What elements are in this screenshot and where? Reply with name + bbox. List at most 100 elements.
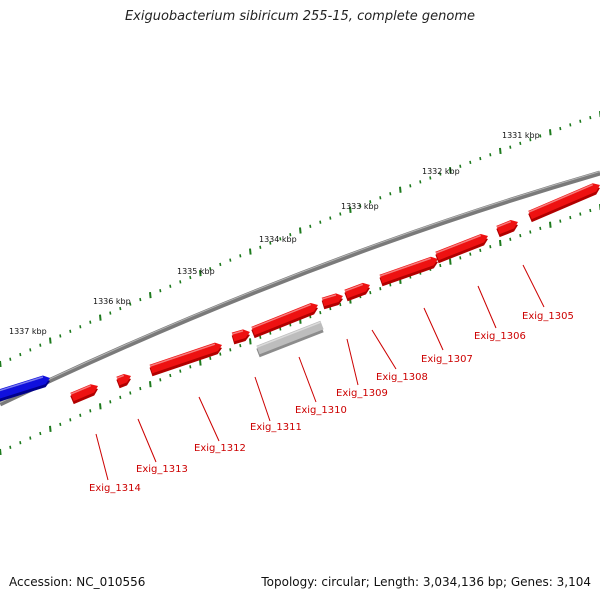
outer-scale-tick bbox=[89, 320, 92, 324]
inner-scale-tick bbox=[569, 215, 572, 220]
outer-scale-tick bbox=[559, 126, 562, 131]
outer-scale-tick bbox=[239, 254, 242, 258]
outer-scale-tick bbox=[459, 164, 462, 168]
outer-scale-tick bbox=[279, 237, 282, 241]
outer-scale-tick bbox=[359, 204, 362, 208]
gene-leader-line bbox=[346, 338, 359, 386]
gene-highlighted-gloss bbox=[256, 321, 321, 349]
gene-blue[interactable] bbox=[0, 375, 50, 400]
inner-scale-tick bbox=[199, 359, 202, 366]
inner-scale-tick bbox=[579, 212, 582, 216]
gene-leader-line bbox=[477, 285, 497, 329]
gene-leader-line bbox=[137, 418, 157, 463]
gene-block[interactable] bbox=[379, 256, 438, 284]
gene-block[interactable] bbox=[70, 384, 98, 402]
outer-scale-tick bbox=[29, 348, 32, 352]
gene-label[interactable]: Exig_1308 bbox=[376, 372, 428, 383]
kbp-label: 1337 kbp bbox=[9, 327, 47, 336]
outer-scale-tick bbox=[19, 352, 22, 357]
outer-scale-tick bbox=[439, 172, 442, 176]
outer-scale-tick bbox=[0, 360, 2, 368]
inner-scale-tick bbox=[109, 400, 112, 404]
outer-scale-tick bbox=[369, 200, 372, 204]
inner-scale-tick bbox=[469, 252, 472, 256]
outer-scale-tick bbox=[409, 184, 412, 188]
inner-scale-tick bbox=[269, 331, 272, 335]
gene-block-gloss bbox=[435, 234, 482, 255]
inner-scale-tick bbox=[149, 381, 152, 388]
outer-scale-tick bbox=[229, 258, 232, 262]
outer-scale-tick bbox=[519, 141, 522, 146]
gene-block-gloss bbox=[379, 257, 432, 277]
gene-label[interactable]: Exig_1306 bbox=[474, 331, 526, 342]
inner-scale-tick bbox=[49, 425, 52, 433]
outer-scale-tick bbox=[259, 245, 262, 249]
outer-scale-tick bbox=[529, 138, 532, 142]
inner-scale-tick bbox=[19, 441, 22, 445]
kbp-label: 1336 kbp bbox=[93, 297, 131, 306]
gene-label[interactable]: Exig_1314 bbox=[89, 483, 141, 494]
inner-scale-tick bbox=[169, 373, 172, 378]
outer-scale-tick bbox=[119, 306, 122, 311]
gene-leader-line bbox=[423, 307, 444, 351]
gene-label[interactable]: Exig_1312 bbox=[194, 443, 246, 454]
outer-scale-tick bbox=[189, 275, 192, 280]
kbp-label: 1331 kbp bbox=[502, 131, 540, 140]
inner-scale-tick bbox=[9, 445, 12, 449]
gene-block[interactable] bbox=[321, 293, 343, 307]
inner-scale-tick bbox=[539, 226, 542, 231]
gene-leader-line bbox=[371, 329, 397, 370]
outer-scale-tick bbox=[469, 160, 472, 165]
inner-scale-tick bbox=[89, 409, 92, 413]
gene-label[interactable]: Exig_1313 bbox=[136, 464, 188, 475]
kbp-label: 1335 kbp bbox=[177, 267, 215, 276]
inner-scale-tick bbox=[559, 219, 562, 223]
gene-block[interactable] bbox=[496, 220, 518, 235]
gene-block[interactable] bbox=[528, 183, 600, 220]
outer-scale-tick bbox=[49, 337, 52, 344]
inner-scale-tick bbox=[159, 378, 162, 382]
inner-scale-tick bbox=[329, 306, 332, 311]
inner-scale-tick bbox=[459, 256, 462, 260]
outer-scale-tick bbox=[339, 212, 342, 216]
inner-scale-tick bbox=[129, 391, 132, 395]
outer-scale-tick bbox=[499, 147, 502, 155]
kbp-label: 1333 kbp bbox=[341, 202, 379, 211]
gene-block[interactable] bbox=[435, 234, 488, 261]
gene-features bbox=[0, 183, 600, 405]
gene-label[interactable]: Exig_1310 bbox=[295, 405, 347, 416]
gene-label[interactable]: Exig_1305 bbox=[522, 311, 574, 322]
gene-block-gloss bbox=[251, 303, 312, 330]
outer-scale-tick bbox=[479, 156, 482, 161]
inner-scale-tick bbox=[119, 395, 122, 400]
topology-text: Topology: circular; Length: 3,034,136 bp… bbox=[261, 575, 591, 589]
gene-label[interactable]: Exig_1311 bbox=[250, 422, 302, 433]
gene-label[interactable]: Exig_1309 bbox=[336, 388, 388, 399]
gene-leader-line bbox=[198, 396, 220, 442]
inner-scale-tick bbox=[519, 233, 522, 238]
gene-leader-line bbox=[254, 376, 271, 422]
gene-block[interactable] bbox=[251, 303, 318, 336]
gene-block[interactable] bbox=[149, 342, 222, 374]
outer-scale-tick bbox=[109, 311, 112, 315]
outer-scale-tick bbox=[179, 280, 182, 284]
gene-label[interactable]: Exig_1307 bbox=[421, 354, 473, 365]
outer-scale-tick bbox=[579, 119, 582, 123]
outer-scale-tick bbox=[9, 357, 12, 361]
inner-scale-tick bbox=[139, 386, 142, 391]
inner-scale-tick bbox=[239, 343, 242, 348]
outer-scale-tick bbox=[299, 227, 302, 234]
gene-block[interactable] bbox=[116, 373, 131, 386]
gene-block-gloss bbox=[344, 283, 364, 292]
kbp-label: 1334 kbp bbox=[259, 235, 297, 244]
outer-scale-tick bbox=[149, 292, 152, 299]
gene-highlighted[interactable] bbox=[256, 320, 324, 355]
gene-block[interactable] bbox=[231, 329, 250, 342]
inner-scale-tick bbox=[39, 431, 42, 436]
inner-scale-tick bbox=[209, 356, 212, 360]
gene-block-gloss bbox=[149, 343, 216, 367]
gene-block[interactable] bbox=[344, 282, 370, 299]
outer-scale-tick bbox=[39, 343, 42, 347]
inner-scale-tick bbox=[529, 230, 532, 234]
